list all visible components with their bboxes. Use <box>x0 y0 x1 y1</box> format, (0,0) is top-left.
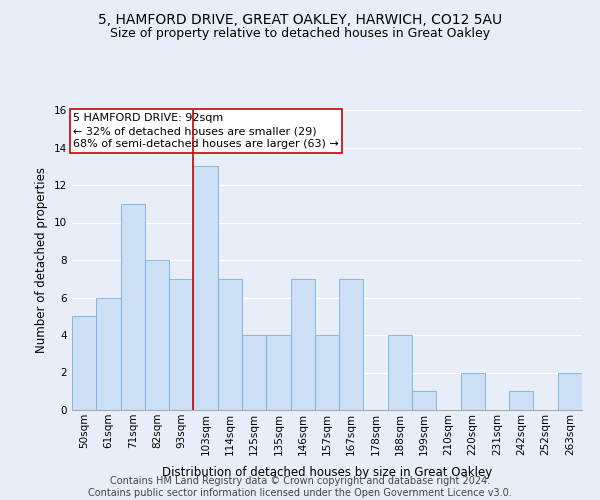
Text: Size of property relative to detached houses in Great Oakley: Size of property relative to detached ho… <box>110 28 490 40</box>
X-axis label: Distribution of detached houses by size in Great Oakley: Distribution of detached houses by size … <box>162 466 492 479</box>
Bar <box>266 335 290 410</box>
Bar <box>121 204 145 410</box>
Bar <box>72 316 96 410</box>
Bar <box>145 260 169 410</box>
Bar <box>218 279 242 410</box>
Bar <box>315 335 339 410</box>
Bar <box>509 391 533 410</box>
Bar <box>96 298 121 410</box>
Bar <box>412 391 436 410</box>
Bar <box>290 279 315 410</box>
Bar <box>339 279 364 410</box>
Bar <box>461 372 485 410</box>
Y-axis label: Number of detached properties: Number of detached properties <box>35 167 49 353</box>
Bar <box>169 279 193 410</box>
Text: Contains HM Land Registry data © Crown copyright and database right 2024.
Contai: Contains HM Land Registry data © Crown c… <box>88 476 512 498</box>
Bar <box>558 372 582 410</box>
Bar <box>242 335 266 410</box>
Text: 5 HAMFORD DRIVE: 92sqm
← 32% of detached houses are smaller (29)
68% of semi-det: 5 HAMFORD DRIVE: 92sqm ← 32% of detached… <box>73 113 339 149</box>
Bar <box>193 166 218 410</box>
Bar <box>388 335 412 410</box>
Text: 5, HAMFORD DRIVE, GREAT OAKLEY, HARWICH, CO12 5AU: 5, HAMFORD DRIVE, GREAT OAKLEY, HARWICH,… <box>98 12 502 26</box>
